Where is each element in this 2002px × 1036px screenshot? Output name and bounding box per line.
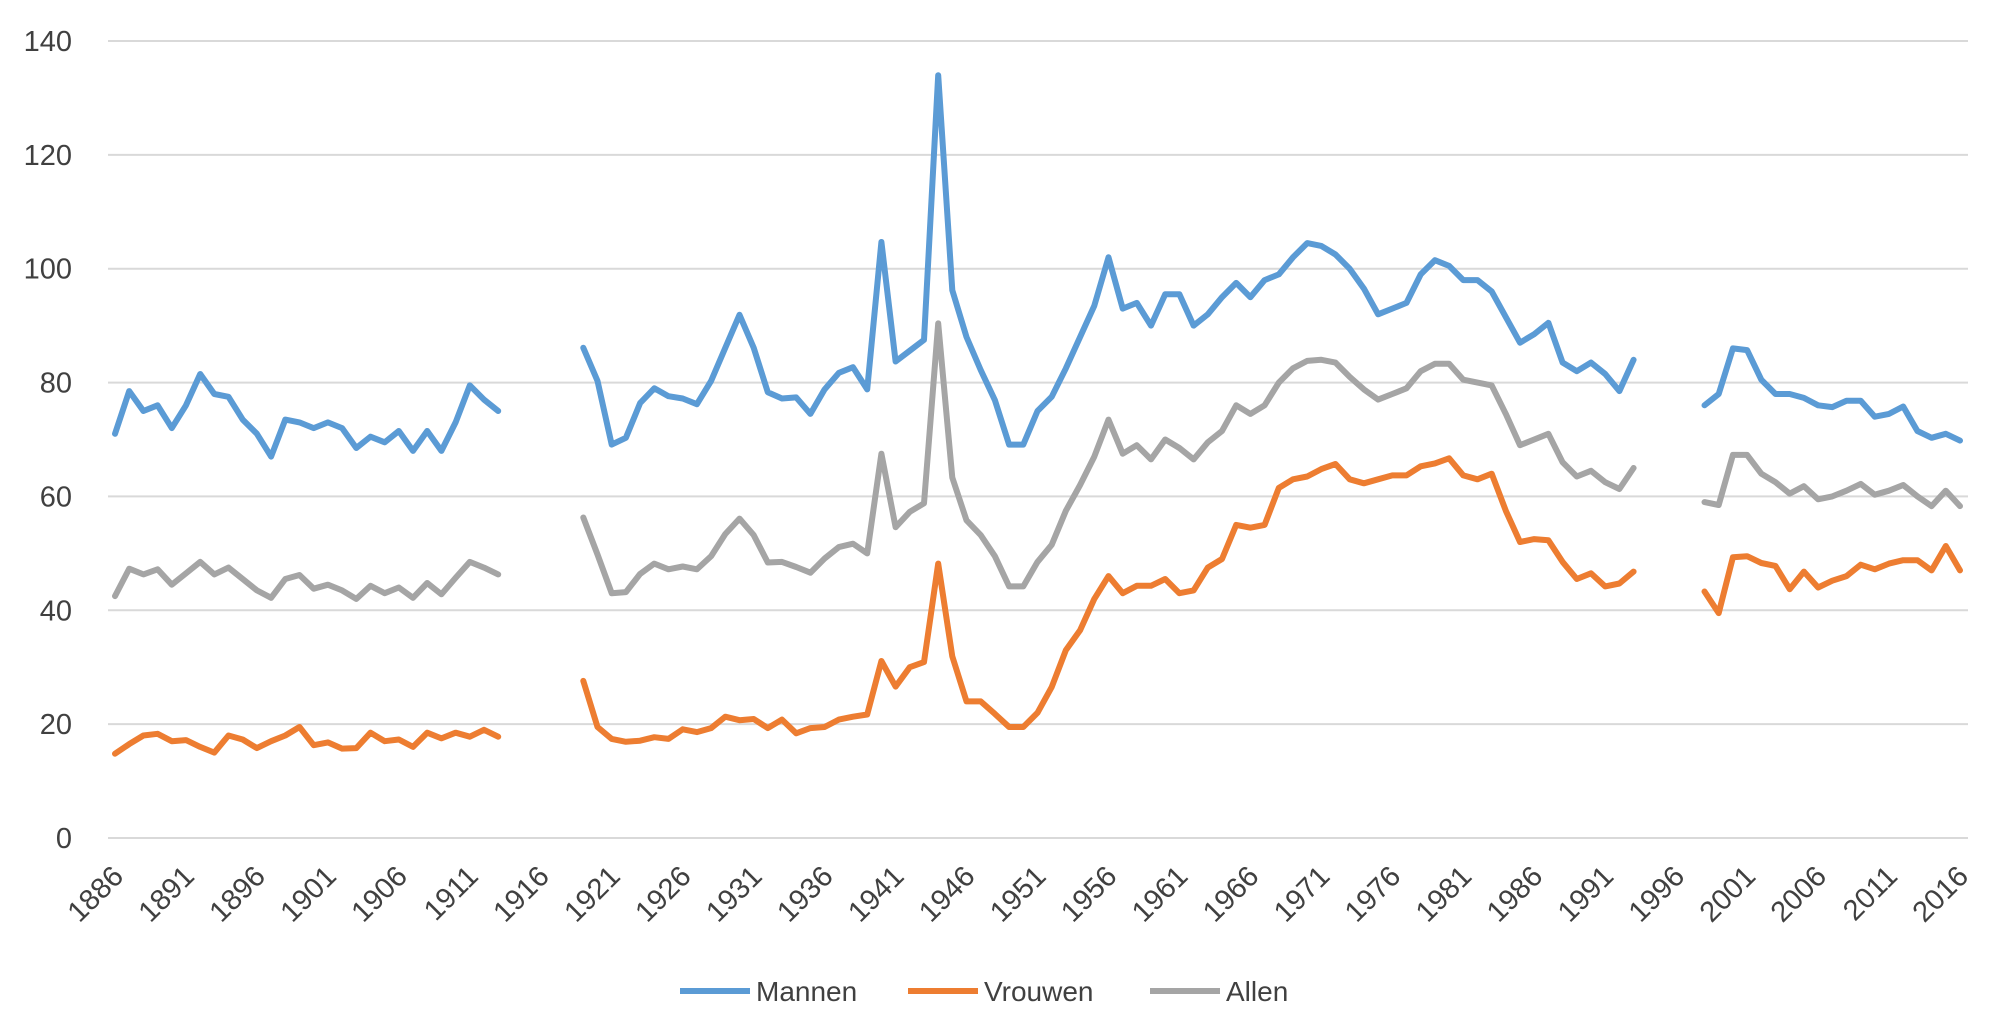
x-tick-label: 1976 — [1339, 860, 1407, 928]
y-tick-label: 140 — [24, 26, 72, 58]
legend-label-allen: Allen — [1226, 976, 1288, 1007]
x-tick-label: 2011 — [1837, 860, 1904, 927]
x-tick-label: 1951 — [984, 860, 1052, 928]
x-tick-label: 1931 — [700, 860, 768, 928]
y-tick-label: 60 — [40, 481, 72, 513]
x-tick-label: 2006 — [1765, 860, 1833, 928]
gridlines — [108, 40, 1968, 839]
x-tick-label: 1961 — [1126, 860, 1194, 928]
series-line-vrouwen — [580, 455, 1637, 745]
x-tick-label: 2001 — [1694, 860, 1762, 928]
x-tick-label: 1971 — [1268, 860, 1336, 928]
x-tick-label: 1911 — [418, 860, 485, 927]
x-tick-label: 1941 — [842, 860, 910, 928]
series-line-allen — [580, 320, 1637, 597]
x-tick-label: 1956 — [1055, 860, 1123, 928]
legend: Mannen Vrouwen Allen — [680, 976, 1288, 1007]
y-tick-label: 0 — [56, 823, 72, 855]
x-tick-label: 2016 — [1907, 860, 1975, 928]
x-tick-label: 1991 — [1552, 860, 1620, 928]
x-tick-label: 1896 — [204, 860, 272, 928]
x-tick-label: 1921 — [558, 860, 626, 928]
x-tick-label: 1981 — [1410, 860, 1478, 928]
x-tick-label: 1901 — [275, 860, 343, 928]
series-line-allen — [1701, 451, 1963, 510]
series-line-mannen — [580, 72, 1637, 448]
series-line-allen — [112, 558, 502, 602]
legend-label-vrouwen: Vrouwen — [984, 976, 1093, 1007]
legend-label-mannen: Mannen — [756, 976, 857, 1007]
x-tick-label: 1936 — [771, 860, 839, 928]
x-tick-label: 1946 — [913, 860, 981, 928]
y-tick-label: 120 — [24, 140, 72, 172]
y-tick-label: 100 — [24, 254, 72, 286]
x-tick-label: 1906 — [346, 860, 414, 928]
y-tick-label: 40 — [40, 595, 72, 627]
y-tick-label: 80 — [40, 368, 72, 400]
x-tick-label: 1891 — [133, 860, 201, 928]
series-line-vrouwen — [112, 724, 502, 757]
series-lines — [112, 72, 1963, 757]
x-tick-label: 1966 — [1197, 860, 1265, 928]
x-tick-label: 1926 — [629, 860, 697, 928]
x-tick-label: 1996 — [1623, 860, 1691, 928]
x-tick-label: 1986 — [1481, 860, 1549, 928]
x-tick-label: 1916 — [487, 860, 555, 928]
series-line-mannen — [1701, 345, 1963, 444]
x-axis-tick-labels: 1886 1891 1896 1901 1906 1911 1916 1921 1926 1931… — [62, 860, 1975, 928]
x-tick-label: 1886 — [62, 860, 130, 928]
y-axis-tick-labels: 0 20 40 60 80 100 120 140 — [24, 26, 72, 855]
series-line-mannen — [112, 371, 502, 460]
series-line-vrouwen — [1701, 543, 1963, 617]
y-tick-label: 20 — [40, 709, 72, 741]
